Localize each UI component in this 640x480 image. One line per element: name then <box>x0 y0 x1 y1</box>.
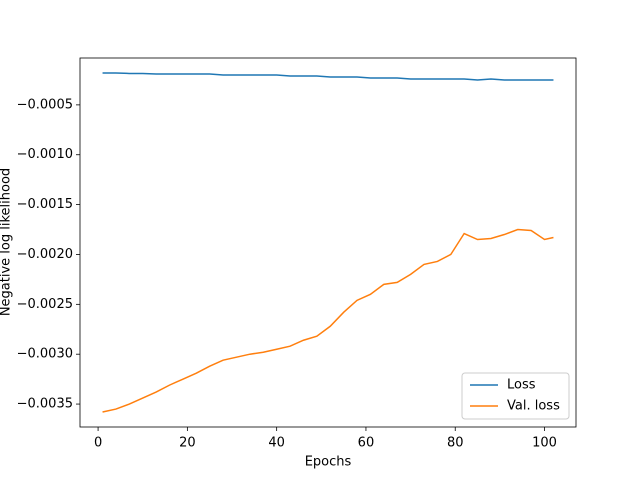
y-tick-label: −0.0005 <box>17 97 73 112</box>
plot-frame <box>79 57 577 428</box>
y-tick-label: −0.0015 <box>17 197 73 212</box>
x-tick-label: 100 <box>532 436 557 451</box>
x-tick-label: 60 <box>358 436 375 451</box>
legend-label: Loss <box>507 378 536 393</box>
line-series <box>102 72 554 81</box>
y-tick-label: −0.0035 <box>17 397 73 412</box>
x-tick-label: 80 <box>447 436 464 451</box>
y-tick-label: −0.0025 <box>17 297 73 312</box>
y-tick-label: −0.0020 <box>17 247 73 262</box>
legend-label: Val. loss <box>507 399 560 414</box>
y-tick-label: −0.0010 <box>17 147 73 162</box>
x-tick-label: 40 <box>268 436 285 451</box>
x-tick-label: 0 <box>94 436 102 451</box>
y-axis-label: Negative log likelihood <box>0 168 14 316</box>
x-tick-label: 20 <box>179 436 196 451</box>
y-tick-label: −0.0030 <box>17 347 73 362</box>
line-series <box>102 228 554 413</box>
x-axis-label: Epochs <box>305 455 352 470</box>
